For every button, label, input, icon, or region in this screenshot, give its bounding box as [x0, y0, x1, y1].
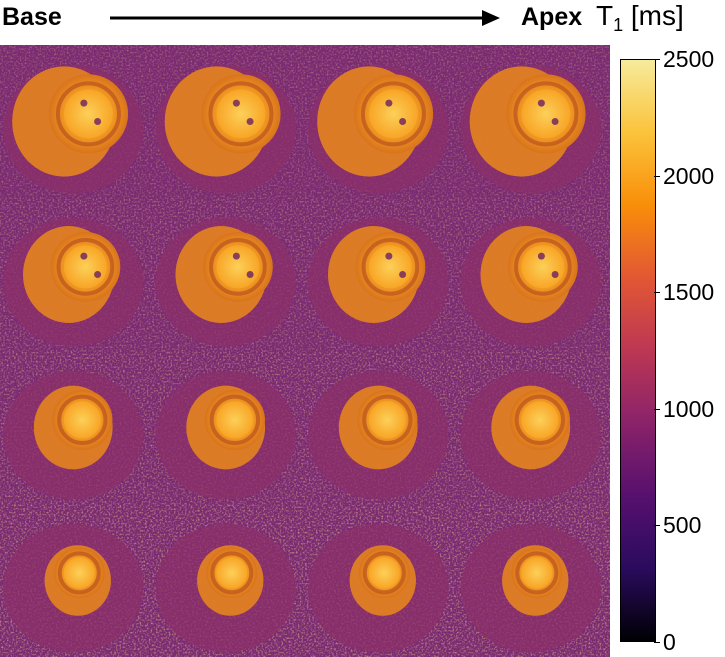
slice-panel: [457, 504, 610, 657]
base-label: Base: [2, 3, 62, 31]
slice-panel: [152, 351, 306, 505]
colorbar-tick-label: 1500: [663, 279, 715, 306]
slice-panel: [457, 198, 610, 352]
colorbar-tick-mark: [654, 642, 660, 643]
colorbar-tick-label: 2000: [663, 162, 715, 189]
slice-panel: [0, 504, 153, 657]
slice-panel: [305, 351, 458, 505]
colorbar-title: T1 [ms]: [596, 0, 684, 35]
slice-panel: [152, 504, 306, 657]
t1-map-grid: [0, 45, 610, 657]
apex-label: Apex: [521, 3, 583, 31]
slice-panel: [457, 351, 610, 505]
colorbar-tick-mark: [654, 59, 660, 60]
slice-panel: [305, 198, 458, 352]
colorbar-tick-label: 1000: [663, 395, 715, 422]
slice-panel: [152, 45, 306, 199]
colorbar-tick-mark: [654, 408, 660, 410]
slice-panel: [457, 45, 610, 199]
slice-panel: [0, 198, 153, 352]
base-to-apex-arrow: [110, 10, 500, 26]
colorbar-tick-mark: [654, 525, 660, 527]
colorbar-tick-mark: [654, 292, 660, 294]
colorbar-tick-mark: [654, 175, 660, 177]
slice-panel: [305, 504, 458, 657]
colorbar-tick-label: 2500: [663, 46, 715, 72]
slice-panel: [0, 45, 153, 199]
slice-panel: [0, 351, 153, 505]
colorbar-tick-label: 500: [663, 512, 702, 539]
slice-panel: [305, 45, 458, 199]
colorbar: [620, 59, 656, 642]
slice-panel: [152, 198, 306, 352]
colorbar-tick-label: 0: [663, 629, 676, 655]
